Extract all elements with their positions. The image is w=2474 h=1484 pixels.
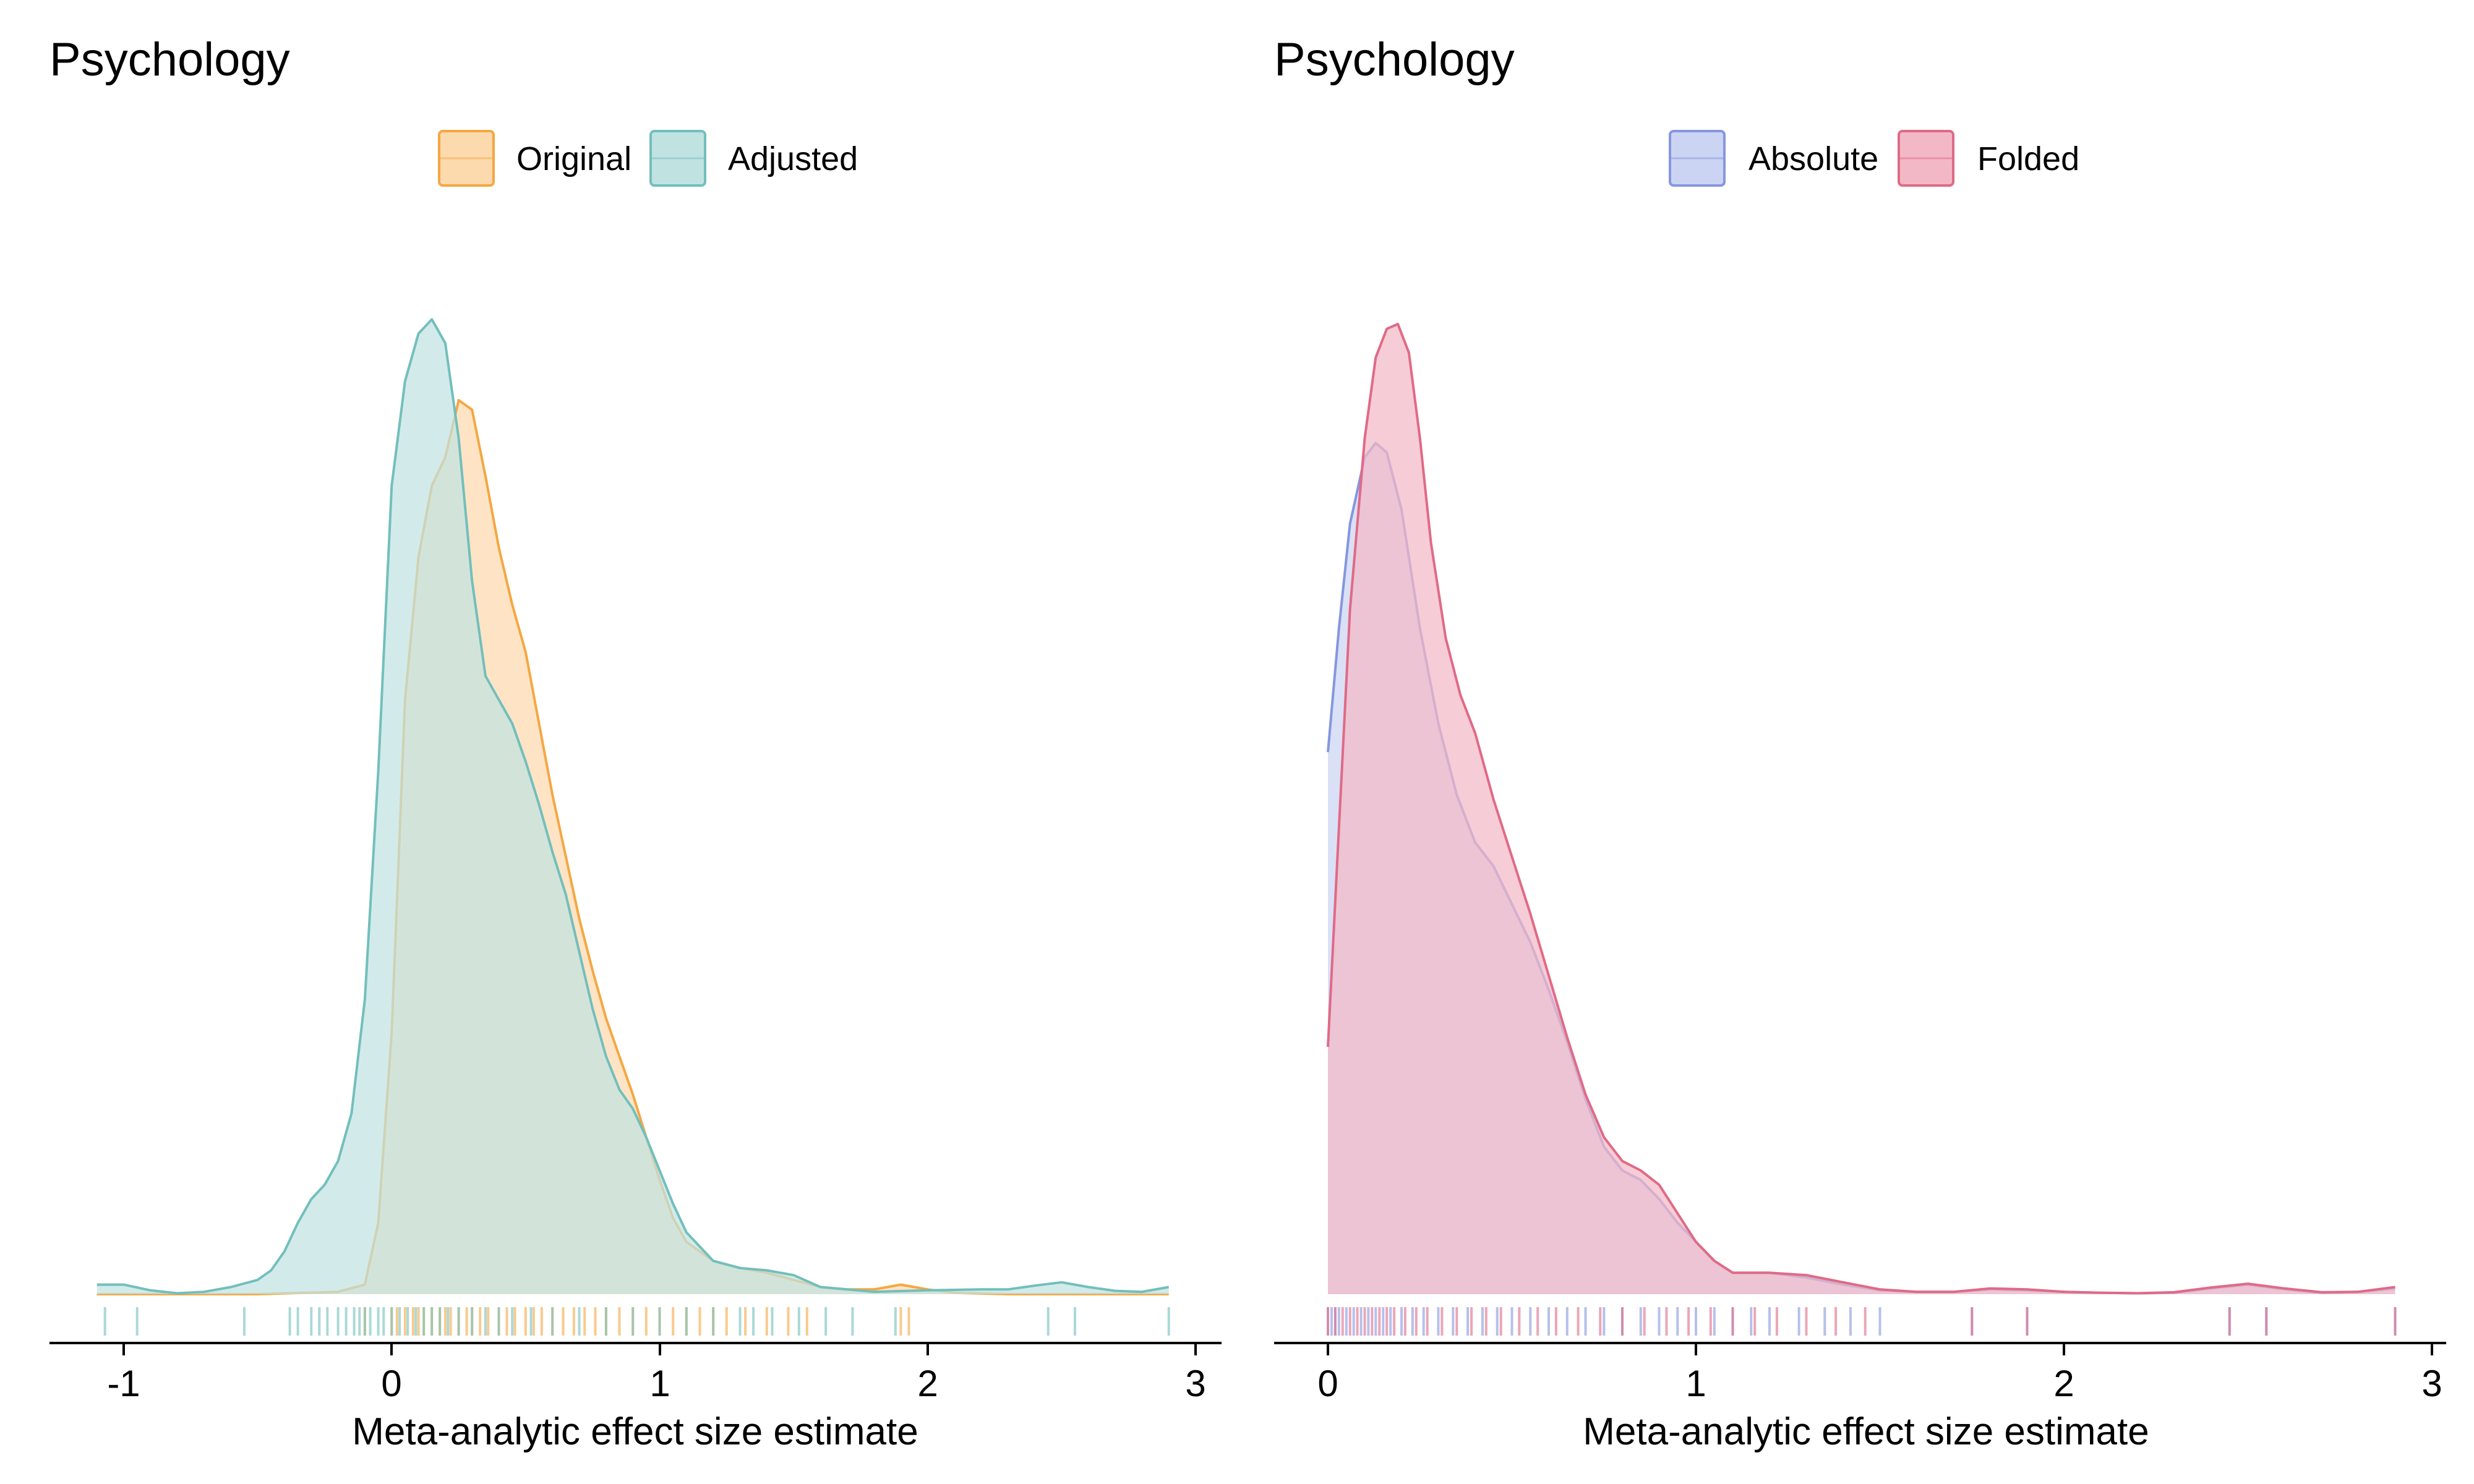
right-x-tick-label: 2 <box>2053 1363 2074 1404</box>
density-line-folded <box>1327 323 2395 1295</box>
left-x-axis-label: Meta-analytic effect size estimate <box>352 1410 918 1453</box>
legend-label-folded: Folded <box>1977 140 2079 177</box>
legend-label-adjusted: Adjusted <box>728 140 858 177</box>
left-legend: Original Adjusted <box>438 130 858 187</box>
right-legend: Absolute Folded <box>1669 130 2079 187</box>
left-x-tick-label: 0 <box>381 1363 401 1404</box>
left-plot-area <box>96 318 1170 1295</box>
right-panel-title: Psychology <box>1274 33 1515 86</box>
right-x-tick-label: 1 <box>1685 1363 1706 1404</box>
left-x-tick-label: 3 <box>1185 1363 1205 1404</box>
right-x-tick-label: 3 <box>2421 1363 2442 1404</box>
right-x-axis-label: Meta-analytic effect size estimate <box>1583 1410 2149 1453</box>
right-rug <box>1327 1307 2397 1336</box>
right-x-tick-label: 0 <box>1317 1363 1338 1404</box>
left-panel-title: Psychology <box>49 33 290 86</box>
left-panel: Psychology Original Adjusted -1 0 1 2 3 … <box>49 33 1222 1453</box>
left-x-ticks: -1 0 1 2 3 <box>107 1343 1206 1404</box>
left-x-tick-label: -1 <box>107 1363 140 1404</box>
left-x-tick-label: 1 <box>649 1363 670 1404</box>
density-line-adjusted <box>96 318 1170 1295</box>
right-plot-area <box>1327 323 2395 1295</box>
legend-label-absolute: Absolute <box>1748 140 1878 177</box>
right-panel: Psychology Absolute Folded 0 1 2 3 Meta-… <box>1274 33 2446 1453</box>
left-x-tick-label: 2 <box>917 1363 938 1404</box>
legend-label-original: Original <box>516 140 631 177</box>
density-area-folded <box>1328 324 2395 1294</box>
density-area-adjusted <box>96 319 1169 1294</box>
left-rug <box>103 1307 1170 1336</box>
right-x-ticks: 0 1 2 3 <box>1317 1343 2442 1404</box>
